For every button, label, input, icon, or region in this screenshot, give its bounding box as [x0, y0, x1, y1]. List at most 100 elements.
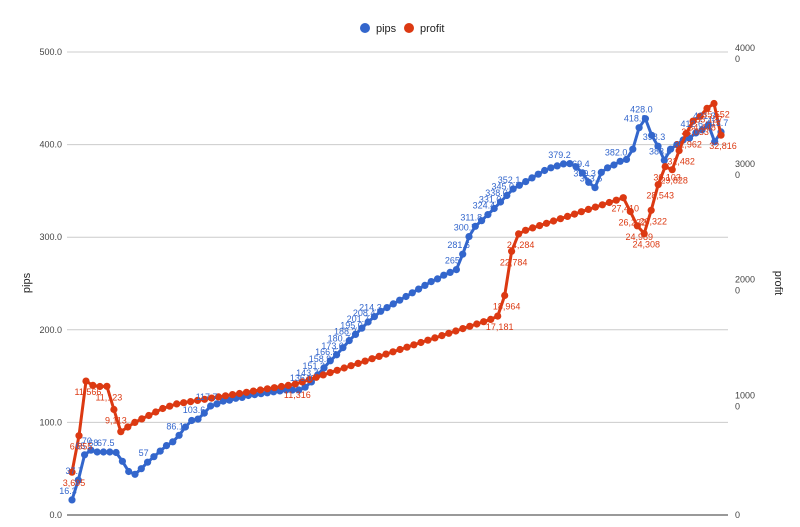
profit-point[interactable]	[298, 378, 306, 386]
pips-point[interactable]	[326, 357, 334, 365]
profit-point[interactable]	[584, 205, 593, 213]
pips-point[interactable]	[137, 465, 145, 473]
pips-point[interactable]	[610, 161, 618, 169]
profit-point[interactable]	[354, 359, 362, 367]
pips-point[interactable]	[440, 271, 448, 279]
profit-point[interactable]	[619, 194, 627, 202]
profit-point[interactable]	[689, 117, 697, 125]
profit-point[interactable]	[305, 376, 313, 384]
pips-point[interactable]	[421, 281, 429, 289]
profit-point[interactable]	[473, 320, 481, 328]
profit-point[interactable]	[675, 147, 683, 155]
profit-point[interactable]	[270, 384, 278, 392]
profit-point[interactable]	[291, 380, 299, 388]
pips-point[interactable]	[515, 181, 524, 189]
profit-point[interactable]	[403, 343, 411, 351]
pips-point[interactable]	[667, 145, 675, 153]
pips-point[interactable]	[377, 307, 385, 315]
profit-point[interactable]	[242, 388, 251, 396]
profit-point[interactable]	[131, 418, 139, 426]
profit-point[interactable]	[361, 357, 369, 365]
profit-point[interactable]	[214, 393, 223, 401]
pips-point[interactable]	[522, 178, 530, 186]
profit-point[interactable]	[654, 181, 662, 189]
profit-point[interactable]	[326, 369, 334, 377]
pips-point[interactable]	[553, 162, 561, 170]
pips-point[interactable]	[692, 129, 700, 137]
pips-point[interactable]	[641, 115, 650, 123]
pips-point[interactable]	[572, 163, 580, 171]
pips-point[interactable]	[370, 313, 378, 321]
profit-point[interactable]	[563, 212, 572, 220]
profit-point[interactable]	[173, 400, 181, 408]
pips-point[interactable]	[648, 131, 656, 139]
profit-point[interactable]	[459, 325, 467, 333]
pips-point[interactable]	[358, 324, 366, 332]
pips-point[interactable]	[118, 457, 126, 465]
pips-point[interactable]	[446, 268, 454, 276]
profit-point[interactable]	[284, 381, 292, 389]
profit-point[interactable]	[431, 334, 439, 342]
profit-point[interactable]	[508, 247, 516, 255]
pips-point[interactable]	[389, 300, 397, 308]
profit-point[interactable]	[166, 402, 174, 410]
profit-point[interactable]	[194, 396, 202, 404]
profit-point[interactable]	[277, 382, 285, 391]
profit-point[interactable]	[452, 327, 460, 335]
pips-point[interactable]	[496, 198, 505, 206]
profit-point[interactable]	[445, 329, 453, 337]
pips-point[interactable]	[509, 185, 517, 193]
profit-point[interactable]	[542, 219, 551, 227]
profit-point[interactable]	[598, 201, 607, 209]
pips-point[interactable]	[711, 138, 719, 146]
pips-point[interactable]	[604, 164, 612, 172]
profit-point[interactable]	[96, 382, 104, 391]
profit-point[interactable]	[480, 318, 488, 326]
pips-point[interactable]	[484, 211, 492, 219]
pips-point[interactable]	[383, 304, 391, 312]
pips-point[interactable]	[169, 438, 177, 446]
profit-point[interactable]	[668, 166, 676, 174]
profit-point[interactable]	[682, 129, 690, 138]
profit-point[interactable]	[417, 338, 425, 347]
pips-point[interactable]	[471, 222, 479, 230]
pips-point[interactable]	[673, 141, 681, 149]
pips-point[interactable]	[339, 344, 347, 352]
pips-point[interactable]	[74, 476, 82, 484]
profit-point[interactable]	[612, 196, 620, 204]
profit-point[interactable]	[466, 322, 474, 330]
pips-point[interactable]	[188, 416, 196, 425]
profit-point[interactable]	[556, 215, 565, 223]
pips-point[interactable]	[591, 184, 599, 192]
pips-point[interactable]	[175, 431, 183, 439]
profit-point[interactable]	[347, 362, 355, 370]
profit-point[interactable]	[68, 468, 76, 476]
profit-point[interactable]	[640, 230, 648, 238]
pips-point[interactable]	[351, 330, 360, 338]
pips-point[interactable]	[207, 402, 215, 410]
pips-point[interactable]	[698, 126, 706, 134]
profit-point[interactable]	[438, 332, 446, 340]
profit-point[interactable]	[263, 385, 271, 393]
profit-point[interactable]	[522, 226, 530, 234]
pips-point[interactable]	[200, 409, 208, 417]
profit-point[interactable]	[124, 423, 132, 431]
profit-point[interactable]	[117, 428, 125, 436]
pips-point[interactable]	[660, 156, 668, 164]
profit-point[interactable]	[487, 315, 495, 323]
pips-point[interactable]	[144, 458, 152, 466]
profit-point[interactable]	[138, 415, 146, 423]
pips-point[interactable]	[459, 250, 467, 258]
profit-point[interactable]	[368, 355, 376, 363]
pips-point[interactable]	[478, 217, 486, 225]
pips-point[interactable]	[629, 145, 637, 153]
profit-point[interactable]	[145, 411, 153, 420]
pips-point[interactable]	[112, 448, 120, 457]
pips-point[interactable]	[528, 174, 536, 182]
pips-point[interactable]	[585, 178, 593, 186]
profit-point[interactable]	[570, 210, 579, 218]
pips-point[interactable]	[402, 292, 410, 301]
pips-point[interactable]	[194, 415, 202, 423]
pips-point[interactable]	[295, 386, 303, 394]
pips-point[interactable]	[396, 296, 404, 304]
